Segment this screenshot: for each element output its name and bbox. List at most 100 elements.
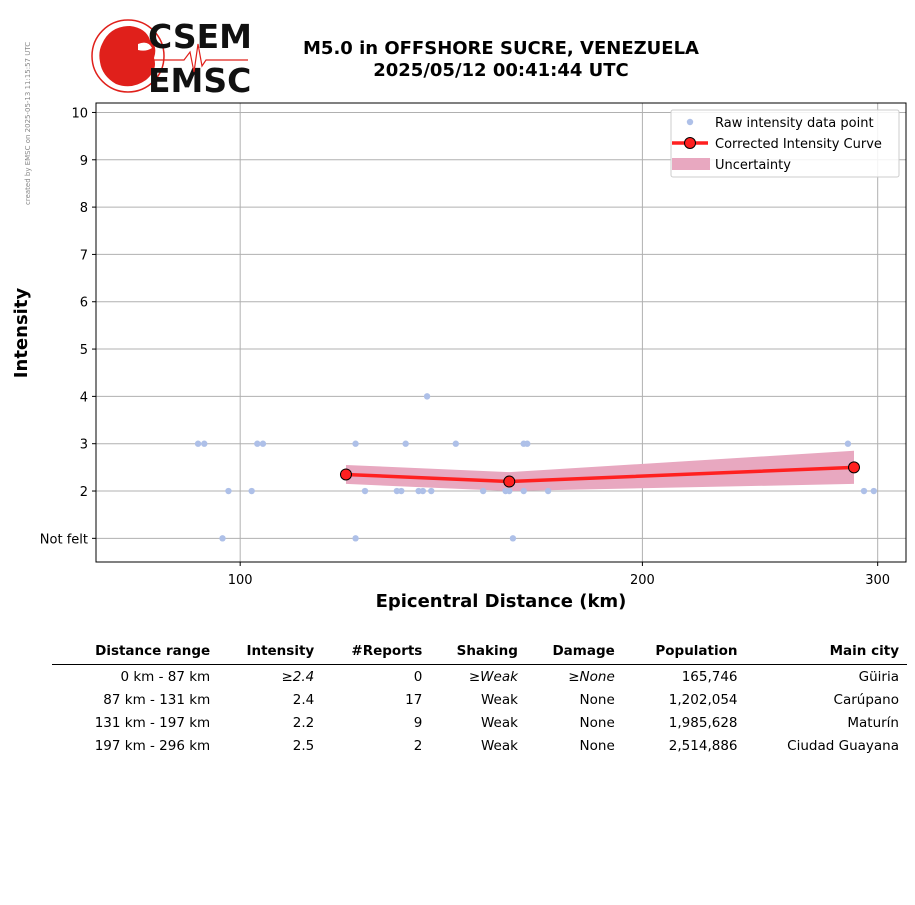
legend-curve-label: Corrected Intensity Curve bbox=[715, 137, 882, 152]
raw-data-point bbox=[361, 487, 369, 495]
table-cell: Weak bbox=[480, 738, 518, 754]
raw-points bbox=[194, 393, 878, 542]
raw-data-point bbox=[509, 535, 517, 542]
raw-data-point bbox=[524, 440, 531, 447]
table-cell: Güiria bbox=[858, 669, 899, 685]
table-row: 0 km - 87 km ≥2.4 0 ≥Weak ≥None 165,746 Güiria bbox=[52, 665, 907, 689]
table-cell: Ciudad Guayana bbox=[787, 738, 899, 754]
table-cell: ≥None bbox=[568, 669, 615, 685]
title-event: M5.0 in OFFSHORE SUCRE, VENEZUELA bbox=[303, 38, 699, 59]
raw-data-point bbox=[479, 487, 487, 495]
legend-box bbox=[670, 109, 900, 178]
corrected-curve-point bbox=[339, 468, 352, 481]
legend-raw-marker bbox=[686, 118, 694, 126]
table-body: 0 km - 87 km ≥2.4 0 ≥Weak ≥None 165,746 Güiria… bbox=[52, 665, 907, 758]
raw-data-point bbox=[402, 440, 409, 447]
table-cell: 1,202,054 bbox=[668, 692, 738, 708]
raw-data-point bbox=[506, 487, 513, 495]
table-cell: 0 bbox=[413, 669, 423, 685]
table-header-cell: Damage bbox=[525, 640, 623, 665]
table-cell: Maturín bbox=[847, 715, 899, 731]
y-tick-label: 9 bbox=[80, 154, 88, 169]
intensity-table: Distance range Intensity #Reports Shaking Da… bbox=[52, 640, 907, 757]
table-row: 131 km - 197 km 2.2 9 Weak None 1,985,628 Matu… bbox=[52, 711, 907, 734]
legend-band-label: Uncertainty bbox=[715, 158, 791, 173]
raw-data-point bbox=[419, 487, 427, 495]
raw-data-point bbox=[844, 440, 852, 447]
table-cell: Weak bbox=[480, 692, 518, 708]
legend-raw-label: Raw intensity data point bbox=[715, 116, 874, 131]
table-cell: 0 km - 87 km bbox=[120, 669, 211, 685]
table-header-cell: Population bbox=[622, 640, 746, 665]
raw-data-point bbox=[423, 393, 431, 400]
intensity-chart: Not felt 2 3 4 5 6 7 8 9 10 100 200 300 Epicentral D… bbox=[11, 102, 907, 612]
legend: Raw intensity data point Corrected Inten… bbox=[670, 109, 900, 178]
table-cell: None bbox=[579, 715, 615, 731]
table-header-cell: Intensity bbox=[218, 640, 323, 665]
table-cell: 197 km - 296 km bbox=[94, 738, 211, 754]
table-cell: Carúpano bbox=[833, 692, 899, 708]
raw-data-point bbox=[194, 440, 202, 447]
x-tick-label: 100 bbox=[228, 573, 253, 588]
table-cell: None bbox=[579, 738, 615, 754]
table-cell: None bbox=[579, 692, 615, 708]
table-cell: ≥2.4 bbox=[281, 669, 315, 685]
table-row: 197 km - 296 km 2.5 2 Weak None 2,514,886 Ciud… bbox=[52, 734, 907, 757]
raw-data-point bbox=[520, 487, 527, 495]
table-cell: 131 km - 197 km bbox=[94, 715, 211, 731]
y-tick-label: 8 bbox=[80, 201, 88, 216]
table-cell: 2.5 bbox=[292, 738, 315, 754]
x-tick-label: 200 bbox=[630, 573, 655, 588]
y-tick-label: 3 bbox=[80, 438, 88, 453]
raw-data-point bbox=[254, 440, 261, 447]
table-cell: 87 km - 131 km bbox=[103, 692, 211, 708]
legend-curve-marker bbox=[684, 137, 696, 149]
axis-ticks: Not felt 2 3 4 5 6 7 8 9 10 100 200 300 bbox=[40, 106, 890, 588]
x-tick-label: 300 bbox=[865, 573, 890, 588]
corrected-curve-point bbox=[503, 475, 516, 488]
table-cell: Weak bbox=[480, 715, 518, 731]
corrected-curve bbox=[339, 461, 860, 488]
table-header-cell: Shaking bbox=[430, 640, 526, 665]
y-tick-label: 6 bbox=[80, 296, 88, 311]
raw-data-point bbox=[248, 487, 255, 495]
grid bbox=[96, 103, 906, 562]
table-cell: 2 bbox=[413, 738, 423, 754]
title-datetime: 2025/05/12 00:41:44 UTC bbox=[373, 60, 629, 81]
logo-csem: CSEM bbox=[148, 17, 252, 56]
csem-emsc-logo: CSEM EMSC bbox=[91, 17, 252, 96]
raw-data-point bbox=[352, 440, 359, 447]
raw-data-point bbox=[201, 440, 208, 447]
legend-band-swatch bbox=[672, 158, 710, 170]
table-cell: 2.4 bbox=[292, 692, 315, 708]
logo-emsc: EMSC bbox=[148, 61, 251, 96]
raw-data-point bbox=[398, 487, 405, 495]
table-header-cell: Distance range bbox=[52, 640, 219, 665]
table-cell: 2.2 bbox=[292, 715, 315, 731]
raw-data-point bbox=[352, 535, 359, 542]
table-header-cell: #Reports bbox=[322, 640, 431, 665]
x-axis-label: Epicentral Distance (km) bbox=[376, 591, 627, 612]
y-axis-label: Intensity bbox=[11, 288, 32, 379]
table-cell: 9 bbox=[413, 715, 423, 731]
table-cell: 17 bbox=[405, 692, 423, 708]
raw-data-point bbox=[225, 487, 232, 495]
y-tick-label: 2 bbox=[80, 485, 88, 500]
table-cell: 1,985,628 bbox=[668, 715, 738, 731]
raw-data-point bbox=[259, 440, 267, 447]
raw-data-point bbox=[870, 487, 878, 495]
y-tick-label: 10 bbox=[71, 106, 88, 121]
table-row: 87 km - 131 km 2.4 17 Weak None 1,202,054 Carú… bbox=[52, 688, 907, 711]
corrected-curve-point bbox=[847, 461, 860, 474]
raw-data-point bbox=[393, 487, 401, 495]
raw-data-point bbox=[544, 487, 552, 495]
raw-data-point bbox=[428, 487, 435, 495]
table-cell: 2,514,886 bbox=[668, 738, 738, 754]
table-header-cell: Main city bbox=[745, 640, 907, 665]
table-cell: ≥Weak bbox=[468, 669, 518, 685]
table-header-row: Distance range Intensity #Reports Shaking Da… bbox=[52, 640, 907, 665]
raw-data-point bbox=[860, 487, 868, 495]
y-tick-label: 4 bbox=[80, 390, 88, 405]
y-tick-label: 7 bbox=[80, 248, 88, 263]
y-tick-label: 5 bbox=[80, 343, 88, 358]
